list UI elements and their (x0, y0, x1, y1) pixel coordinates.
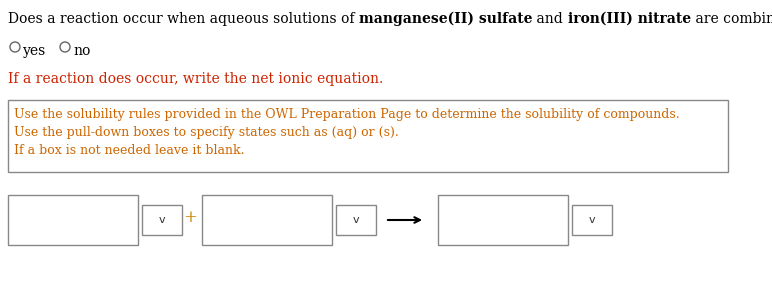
Text: v: v (589, 215, 595, 225)
Text: Use the pull-down boxes to specify states such as (aq) or (s).: Use the pull-down boxes to specify state… (14, 126, 399, 139)
Text: Use the solubility rules provided in the OWL Preparation Page to determine the s: Use the solubility rules provided in the… (14, 108, 679, 121)
Text: v: v (159, 215, 165, 225)
Text: Does a reaction occur when aqueous solutions of: Does a reaction occur when aqueous solut… (8, 12, 359, 26)
Text: If a reaction does occur, write the net ionic equation.: If a reaction does occur, write the net … (8, 72, 383, 86)
Bar (336, 205, 376, 235)
Bar (8, 100, 728, 172)
Text: iron(III) nitrate: iron(III) nitrate (567, 12, 691, 26)
Bar (572, 205, 612, 235)
Text: If a box is not needed leave it blank.: If a box is not needed leave it blank. (14, 144, 245, 157)
Bar (202, 195, 332, 245)
Text: are combined?: are combined? (691, 12, 772, 26)
Circle shape (60, 42, 70, 52)
Bar (438, 195, 568, 245)
Text: and: and (533, 12, 567, 26)
Bar (8, 195, 138, 245)
Text: +: + (183, 210, 197, 227)
Text: v: v (353, 215, 359, 225)
Text: no: no (73, 44, 90, 58)
Text: manganese(II) sulfate: manganese(II) sulfate (359, 12, 533, 26)
Circle shape (10, 42, 20, 52)
Bar (142, 205, 182, 235)
Text: yes: yes (23, 44, 46, 58)
